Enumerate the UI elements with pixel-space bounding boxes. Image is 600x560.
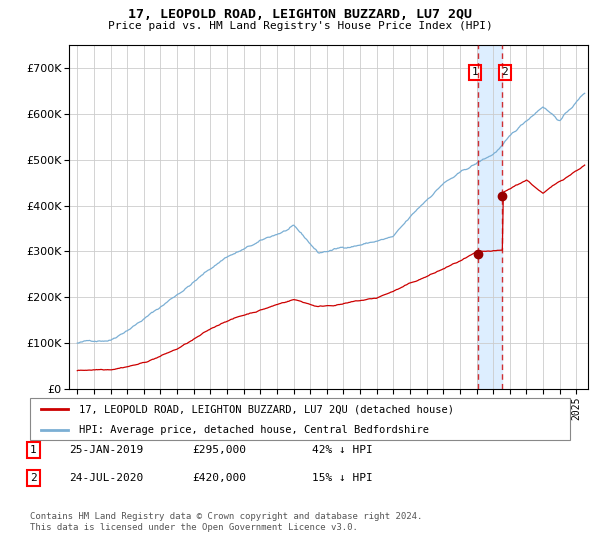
Text: 17, LEOPOLD ROAD, LEIGHTON BUZZARD, LU7 2QU (detached house): 17, LEOPOLD ROAD, LEIGHTON BUZZARD, LU7 … (79, 404, 454, 414)
Bar (577, 45, 588, 389)
Text: Price paid vs. HM Land Registry's House Price Index (HPI): Price paid vs. HM Land Registry's House … (107, 21, 493, 31)
FancyBboxPatch shape (30, 398, 570, 440)
Text: 2: 2 (502, 67, 508, 77)
Text: HPI: Average price, detached house, Central Bedfordshire: HPI: Average price, detached house, Cent… (79, 426, 428, 435)
Text: £295,000: £295,000 (192, 445, 246, 455)
Text: 42% ↓ HPI: 42% ↓ HPI (312, 445, 373, 455)
Text: 17, LEOPOLD ROAD, LEIGHTON BUZZARD, LU7 2QU: 17, LEOPOLD ROAD, LEIGHTON BUZZARD, LU7 … (128, 8, 472, 21)
Text: £420,000: £420,000 (192, 473, 246, 483)
Text: 15% ↓ HPI: 15% ↓ HPI (312, 473, 373, 483)
Text: 1: 1 (472, 67, 479, 77)
Text: 2: 2 (30, 473, 37, 483)
Text: 24-JUL-2020: 24-JUL-2020 (69, 473, 143, 483)
Text: 1: 1 (30, 445, 37, 455)
Text: Contains HM Land Registry data © Crown copyright and database right 2024.
This d: Contains HM Land Registry data © Crown c… (30, 512, 422, 532)
Bar (478, 45, 502, 389)
Text: 25-JAN-2019: 25-JAN-2019 (69, 445, 143, 455)
